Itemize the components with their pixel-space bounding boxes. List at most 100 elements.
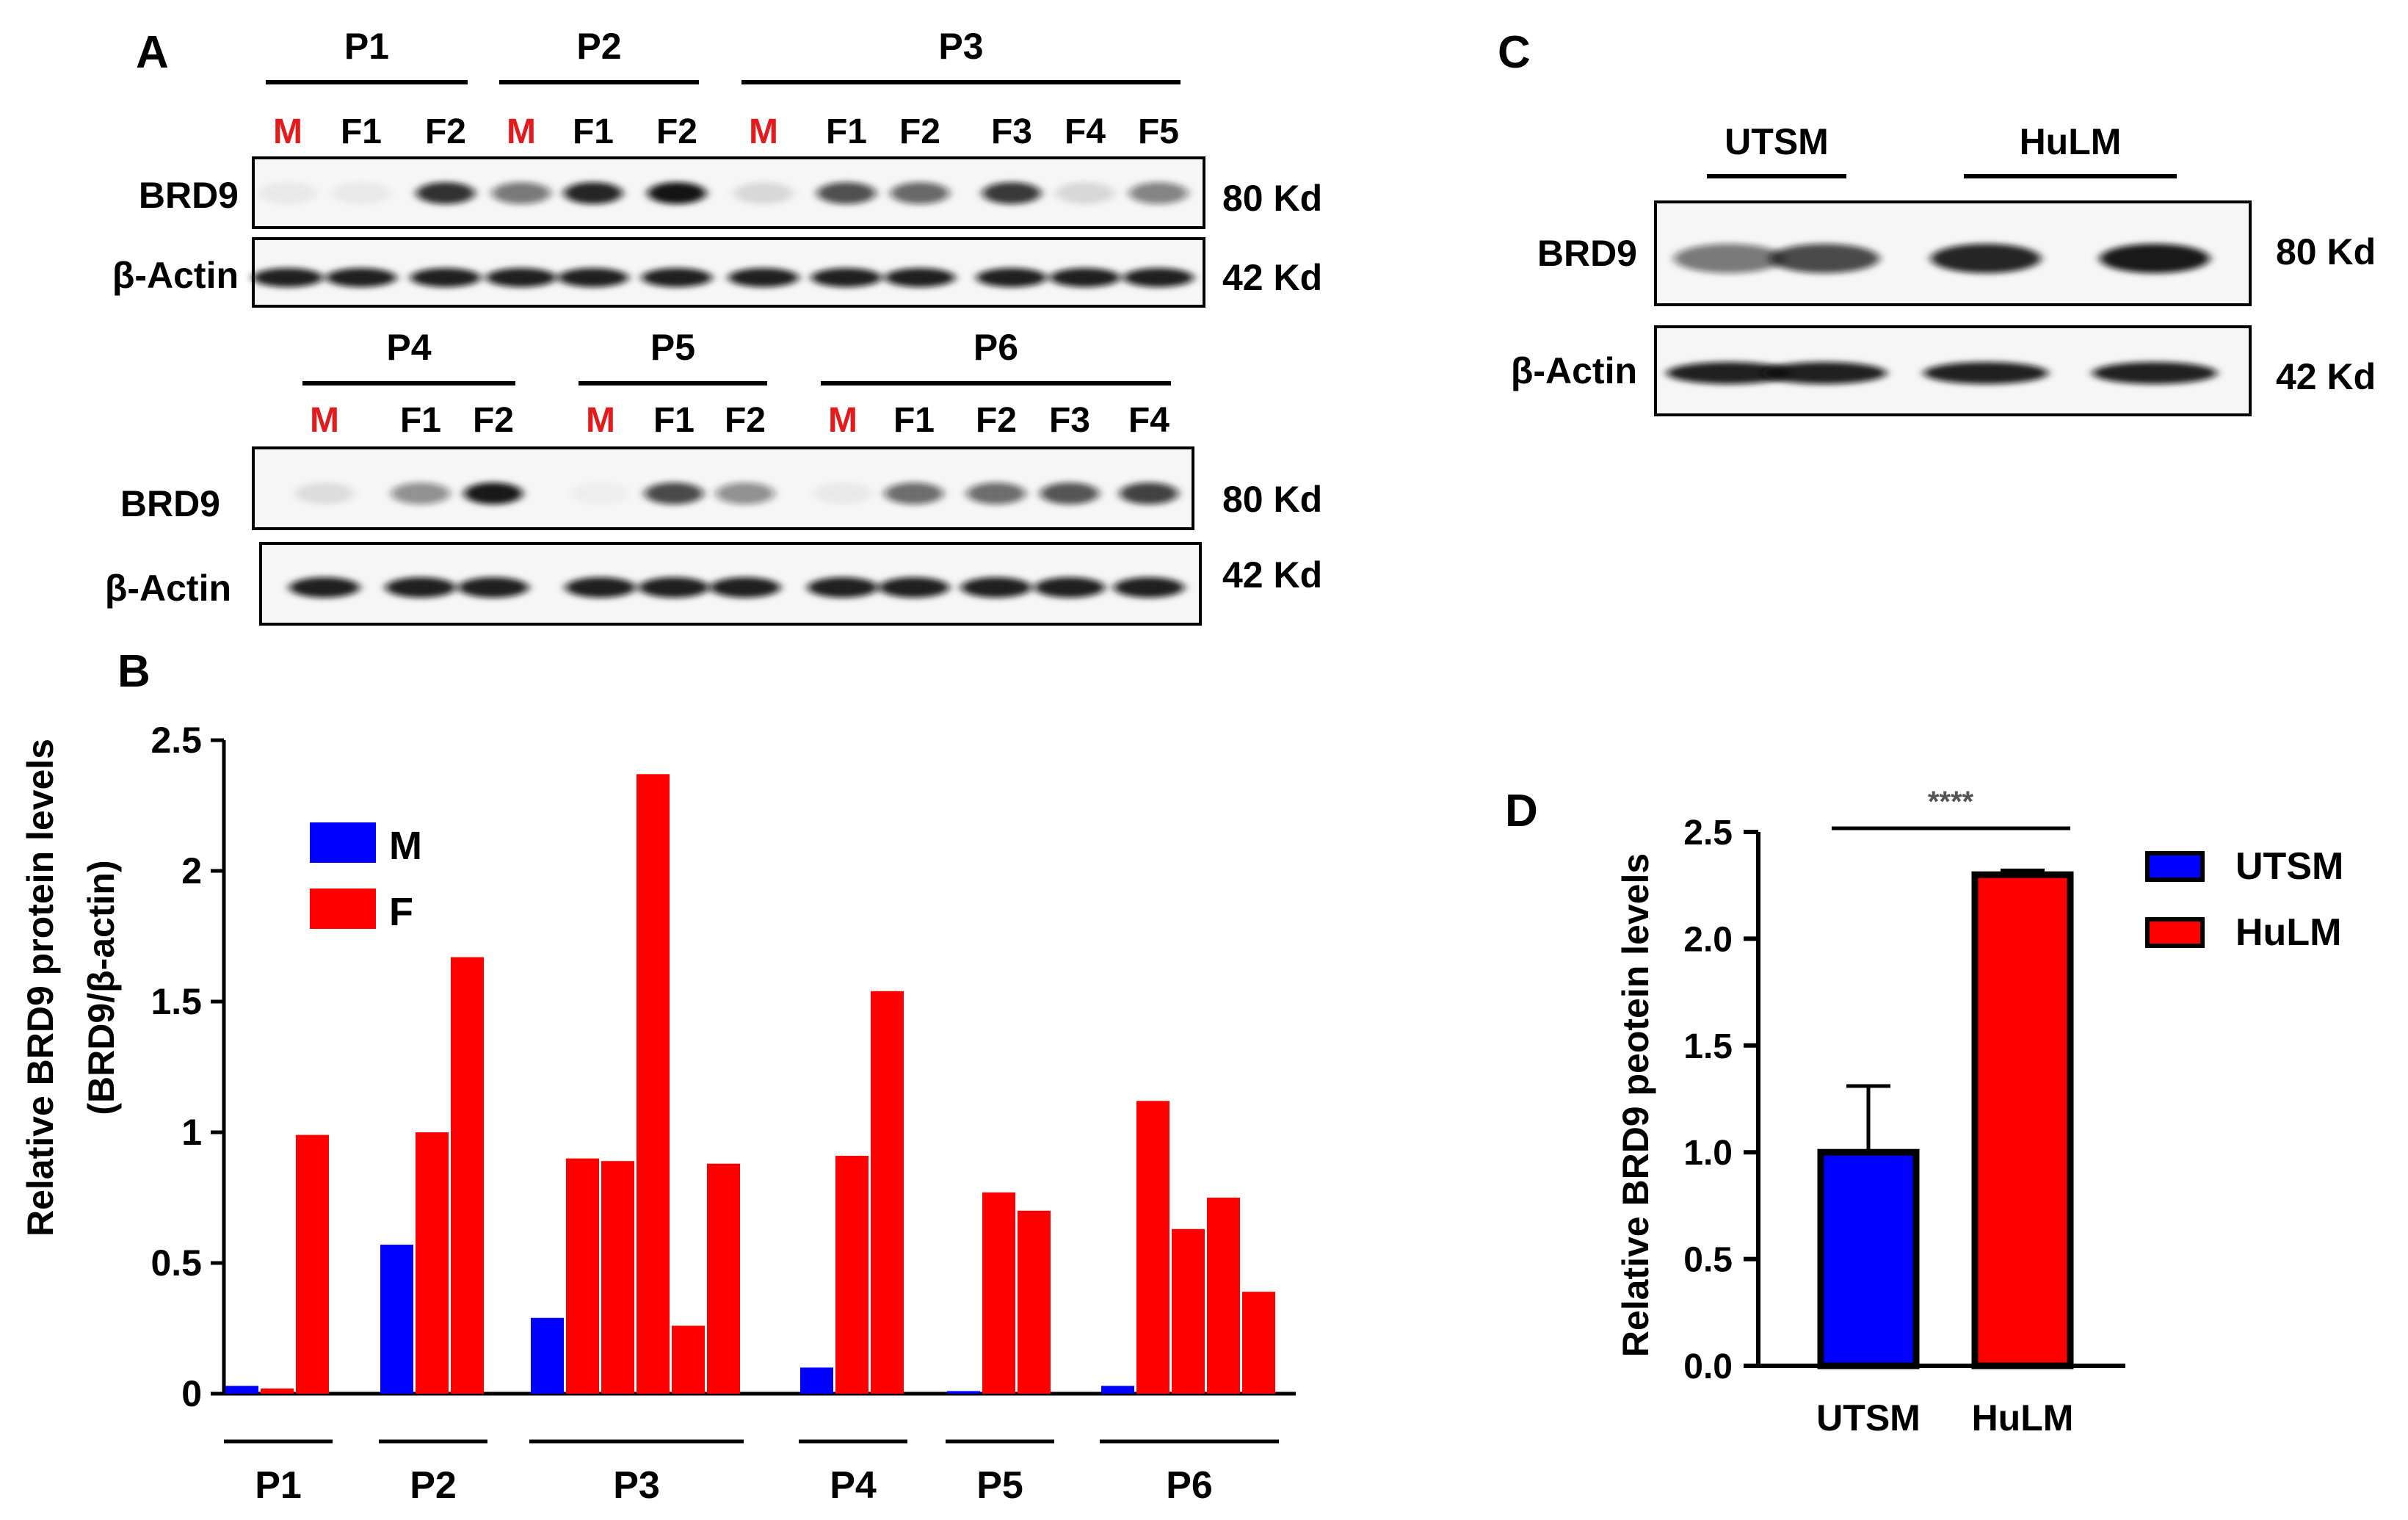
chart-b-legend: MF [310,822,422,934]
chart-b-group-label: P5 [976,1464,1023,1507]
blot-a-top-brd9-label: BRD9 [139,175,239,216]
blot-a-bottom-lane-label: F1 [653,401,695,440]
chart-d-x-label: HuLM [1972,1397,2074,1438]
chart-b-bar [601,1161,634,1394]
blot-a-top-lane-label: F2 [899,112,940,151]
chart-d-legend: UTSM HuLM [2145,845,2343,954]
blot-a-top-brd9-bands [258,182,1188,204]
blot-c-group-label: UTSM [1725,121,1829,162]
chart-d-legend-label: UTSM [2235,845,2343,888]
blot-a-top-brd9-band [1056,182,1114,204]
blot-c-actin-size: 42 Kd [2276,356,2376,397]
blot-a-bottom-brd9-band [967,482,1026,504]
blot-a-bottom-lane-label: M [586,401,615,440]
blot-a-bottom-brd9-label: BRD9 [120,483,220,524]
western-blot-a-bottom: P4 M F1 F2 P5 M F1 F2 P6 M F1 F2 F3 F4 BRD9 β-Actin 8… [105,327,1322,626]
blot-a-bottom-brd9-band [885,482,943,504]
chart-b-x-groups: P1 P2 P3 P4 P5 P6 [224,1439,1279,1507]
blot-a-top-lane-label: F5 [1138,112,1179,151]
panel-label-a: A [136,27,169,78]
blot-a-top-group-label: P1 [344,26,389,67]
chart-b-y-tick-label: 1 [181,1112,202,1153]
chart-b-y-tick-label: 1.5 [150,981,202,1022]
blot-a-bottom-actin-band [1034,577,1105,598]
chart-b-bar [871,991,904,1394]
blot-a-bottom-actin-band [385,577,456,598]
blot-a-bottom-lane-label: M [828,401,857,440]
blot-a-top-actin-band [558,268,628,287]
blot-a-bottom-actin-band [879,577,949,598]
chart-b-legend-swatch [310,889,376,929]
blot-a-top-lane-label: F4 [1065,112,1106,151]
blot-c-actin-band [1667,362,1791,384]
chart-b-bar [1207,1198,1240,1394]
blot-a-bottom-brd9-band [813,482,872,504]
blot-a-top-lane-label: F1 [573,112,614,151]
blot-a-bottom-actin-label: β-Actin [105,568,231,609]
blot-a-top-lane-label: M [749,112,778,151]
chart-b-bar [637,774,670,1394]
chart-d-y-tick-label: 2.0 [1683,920,1733,959]
blot-a-top-actin-band [642,268,712,287]
chart-b-legend-label: F [389,890,413,934]
chart-b-y-tick-label: 2.5 [150,720,202,761]
blot-a-bottom-actin-band [458,577,529,598]
chart-b-y-tick-label: 0 [181,1373,202,1414]
chart-b-ylabel: Relative BRD9 protein levels [20,739,61,1237]
blot-c-actin-label: β-Actin [1511,350,1637,391]
blot-a-bottom-group-label: P4 [386,327,431,368]
blot-a-bottom-brd9-band [295,482,354,504]
blot-a-bottom-group-label: P5 [650,327,695,368]
blot-a-top-actin-bands [253,268,1194,287]
chart-b-bar [416,1132,449,1394]
blot-a-bottom-lane-label: F3 [1049,401,1090,440]
blot-a-top-lane-label: F1 [341,112,382,151]
blot-a-top-brd9-band [416,182,475,204]
blot-a-bottom-lane-label: F2 [473,401,514,440]
blot-c-brd9-bands [1674,244,2210,273]
blot-a-top-brd9-band [817,182,876,204]
blot-a-top-group-label: P2 [576,26,621,67]
chart-d-legend-swatch [2145,851,2205,882]
blot-a-top-actin-band [811,268,882,287]
blot-c-brd9-band [1931,244,2041,273]
blot-a-bottom-actin-bands [289,577,1184,598]
blot-a-bottom-brd9-bands [295,482,1178,504]
chart-b-bar [1242,1292,1275,1394]
blot-a-top-actin-band [410,268,481,287]
blot-c-actin-band [1762,362,1887,384]
blot-a-top-actin-band [326,268,396,287]
chart-b-group-label: P3 [613,1464,660,1507]
blot-a-top-actin-band [486,268,556,287]
chart-b-bar [531,1317,564,1394]
chart-b-bar [1172,1228,1205,1394]
chart-b-bar [451,957,484,1394]
panel-label-b: B [117,646,150,697]
blot-a-bottom-actin-band [961,577,1031,598]
blot-a-bottom-brd9-band [1040,482,1099,504]
chart-b: Relative BRD9 protein levels (BRD9/β-act… [20,720,1296,1507]
blot-a-bottom-actin-band [639,577,709,598]
blot-a-bottom-brd9-band [571,482,630,504]
blot-a-top-brd9-band [492,182,551,204]
blot-a-bottom-brd9-band [464,482,523,504]
chart-b-y-tick-label: 2 [181,850,202,891]
chart-b-bar [225,1386,258,1394]
chart-d-y-tick-label: 0.5 [1683,1241,1733,1280]
blot-a-bottom-brd9-band [391,482,450,504]
chart-d-x-label: UTSM [1816,1397,1921,1438]
chart-b-group-label: P4 [830,1464,877,1507]
blot-a-top-brd9-band [891,182,949,204]
blot-a-bottom-actin-band [808,577,878,598]
chart-b-bar [1018,1210,1051,1394]
chart-b-bar [672,1325,705,1394]
western-blot-a-top: P1 M F1 F2 P2 M F1 F2 P3 M F1 F2 F3 F4 F5 BRD9 β-Actin… [112,26,1322,308]
blot-a-top-lane-label: F3 [991,112,1032,151]
chart-b-ylabel-line2: (BRD9/β-actin) [81,860,122,1115]
chart-b-bars [225,774,1275,1394]
blot-a-top-actin-band [976,268,1047,287]
blot-a-top-lane-label: F2 [656,112,697,151]
blot-c-actin-band [1923,362,2048,384]
blot-a-bottom-brd9-size: 80 Kd [1222,479,1322,520]
chart-d-significance-label: **** [1928,786,1974,818]
